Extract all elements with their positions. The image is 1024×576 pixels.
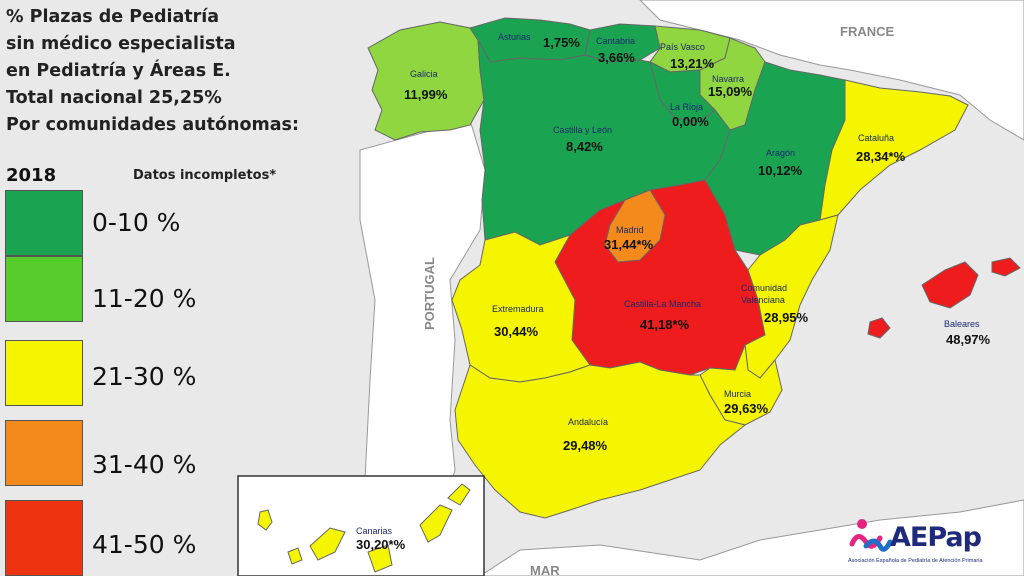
label-murcia-name: Murcia	[724, 389, 751, 399]
label-canarias-name: Canarias	[356, 526, 393, 536]
label-cataluna-name: Cataluña	[858, 133, 894, 143]
aepap-logo-subtitle: Asociación Española de Pediatría de Aten…	[848, 558, 983, 564]
region-madrid[interactable]	[604, 189, 666, 263]
legend-swatch-4	[5, 500, 83, 576]
label-pais-vasco-name: País Vasco	[660, 42, 705, 52]
label-castilla-leon-value: 8,42%	[566, 139, 603, 154]
label-sea: MAR	[530, 563, 560, 576]
region-andalucia[interactable]	[454, 361, 747, 519]
label-la-rioja-value: 0,00%	[672, 114, 709, 129]
label-canarias-value: 30,20*%	[356, 537, 406, 552]
legend-swatch-1	[5, 256, 83, 322]
label-la-rioja-name: La Rioja	[670, 102, 703, 112]
label-murcia-value: 29,63%	[724, 401, 769, 416]
label-extremadura-value: 30,44%	[494, 324, 539, 339]
legend-label-2: 21-30 %	[92, 362, 197, 391]
label-valenciana-name-1: Comunidad	[741, 283, 787, 293]
label-aragon-value: 10,12%	[758, 163, 803, 178]
region-cataluna[interactable]	[819, 79, 969, 221]
label-madrid-value: 31,44*%	[604, 237, 654, 252]
legend-year: 2018	[6, 165, 57, 186]
label-baleares-name: Baleares	[944, 319, 980, 329]
label-valenciana-name-2: Valenciana	[741, 295, 785, 305]
africa-land	[479, 499, 1024, 576]
title-line-2: sin médico especialista	[6, 34, 236, 54]
label-cataluna-value: 28,34*%	[856, 149, 906, 164]
region-galicia[interactable]	[367, 21, 485, 141]
label-asturias-name: Asturias	[498, 32, 531, 42]
label-aragon-name: Aragón	[766, 148, 795, 158]
legend-label-3: 31-40 %	[92, 450, 197, 479]
region-canarias[interactable]	[257, 483, 471, 573]
label-navarra-value: 15,09%	[708, 84, 753, 99]
legend-swatch-2	[5, 340, 83, 406]
legend-label-1: 11-20 %	[92, 284, 197, 313]
region-baleares[interactable]	[867, 257, 1021, 339]
legend-label-0: 0-10 %	[92, 208, 181, 237]
legend-swatch-3	[5, 420, 83, 486]
title-line-5: Por comunidades autónomas:	[6, 115, 299, 135]
aepap-logo-icon	[849, 519, 892, 552]
label-pais-vasco-value: 13,21%	[670, 56, 715, 71]
label-galicia-value: 11,99%	[404, 87, 448, 102]
label-navarra-name: Navarra	[712, 74, 744, 84]
label-cantabria-value: 3,66%	[598, 50, 635, 65]
label-baleares-value: 48,97%	[946, 332, 991, 347]
title-line-3: en Pediatría y Áreas E.	[6, 61, 231, 81]
title-line-4: Total nacional 25,25%	[6, 88, 222, 108]
label-castilla-la-mancha-value: 41,18*%	[640, 317, 690, 332]
label-madrid-name: Madrid	[616, 225, 644, 235]
label-portugal: PORTUGAL	[422, 257, 437, 330]
label-galicia-name: Galicia	[410, 69, 438, 79]
label-castilla-la-mancha-name: Castilla-La Mancha	[624, 299, 701, 309]
legend-swatch-0	[5, 190, 83, 256]
legend-label-4: 41-50 %	[92, 530, 197, 559]
label-france: FRANCE	[840, 24, 894, 39]
map-title: % Plazas de Pediatría sin médico especia…	[6, 4, 299, 139]
label-andalucia-value: 29,48%	[563, 438, 608, 453]
label-valenciana-value: 28,95%	[764, 310, 809, 325]
title-line-1: % Plazas de Pediatría	[6, 7, 220, 27]
aepap-logo: AEPap Asociación Española de Pediatría d…	[848, 514, 1018, 572]
label-extremadura-name: Extremadura	[492, 304, 544, 314]
incomplete-note: Datos incompletos*	[133, 168, 277, 183]
label-castilla-leon-name: Castilla y León	[553, 125, 612, 135]
label-asturias-value: 1,75%	[543, 35, 580, 50]
aepap-logo-text: AEPap	[890, 522, 982, 553]
label-cantabria-name: Cantabria	[596, 36, 635, 46]
label-andalucia-name: Andalucía	[568, 417, 608, 427]
